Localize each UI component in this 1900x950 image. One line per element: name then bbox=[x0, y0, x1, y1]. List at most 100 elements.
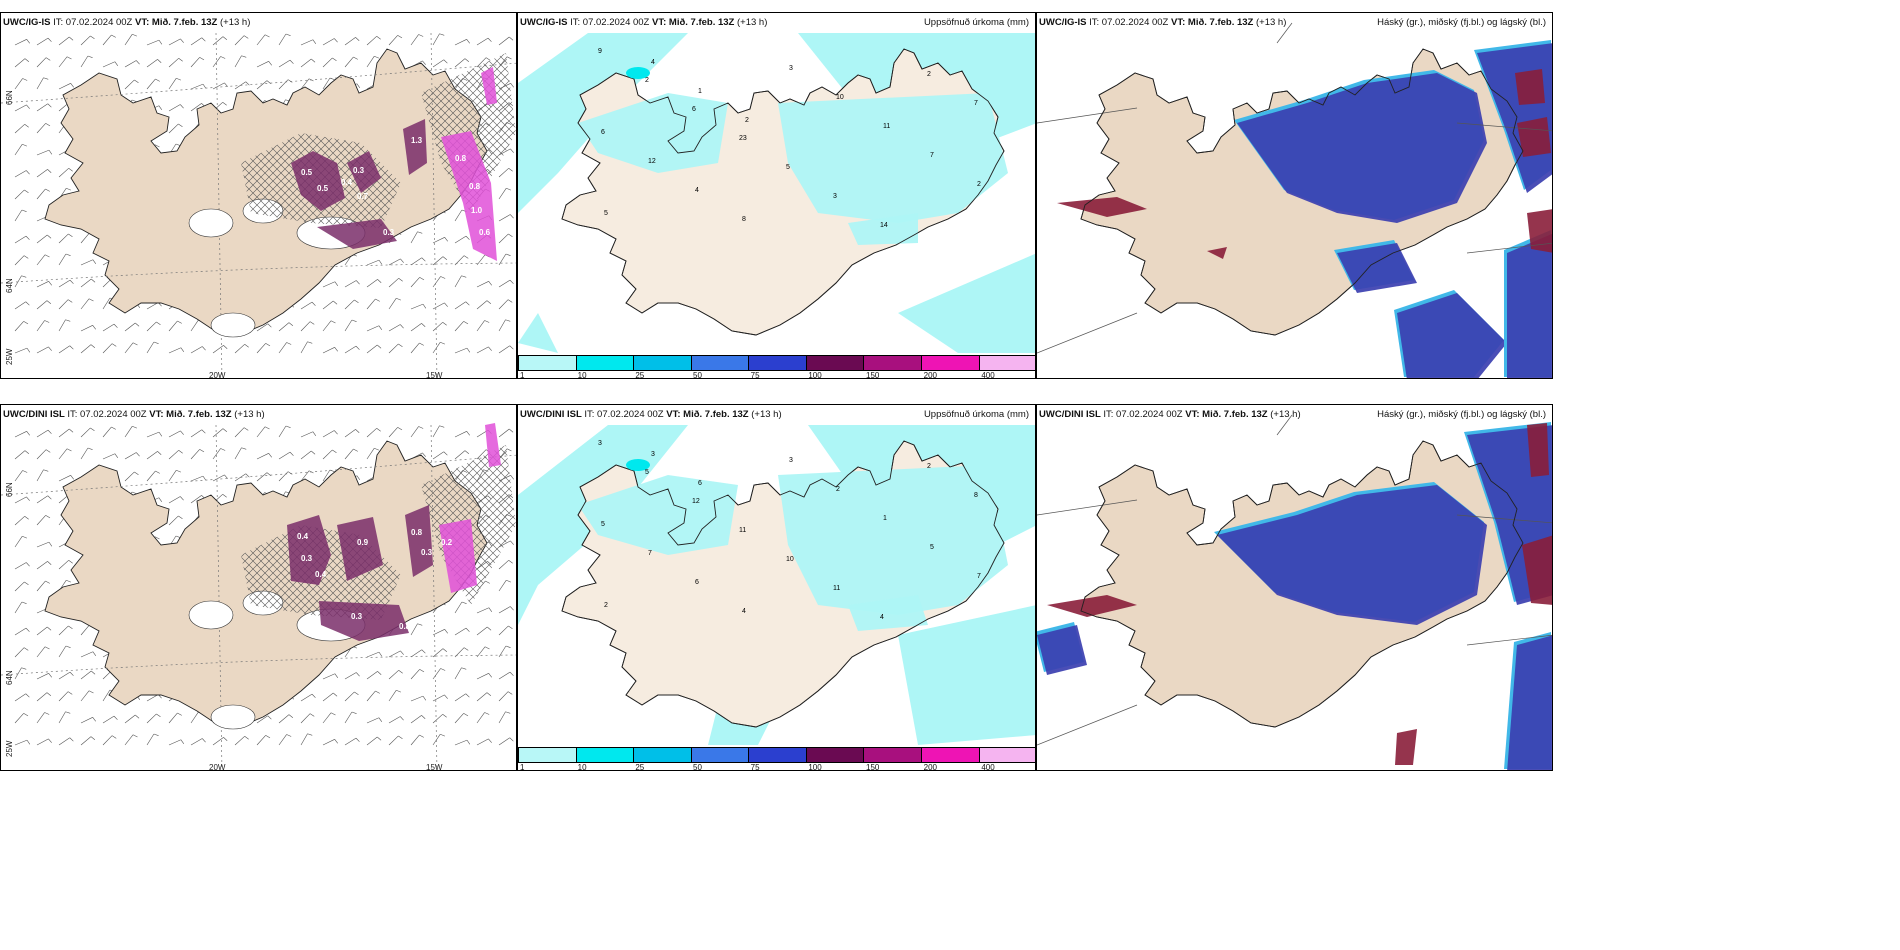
wind-barb bbox=[322, 449, 337, 460]
wind-barb bbox=[14, 255, 29, 266]
wind-barb bbox=[14, 562, 30, 570]
barb-shaft bbox=[388, 324, 401, 332]
wind-barb bbox=[498, 214, 514, 222]
barb-shaft bbox=[14, 124, 25, 134]
barb-flag bbox=[464, 450, 470, 454]
barb-flag bbox=[376, 36, 381, 40]
barb-shaft bbox=[322, 449, 333, 460]
wind-barb bbox=[388, 650, 404, 658]
barb-flag bbox=[26, 104, 30, 109]
wind-barb bbox=[498, 645, 511, 658]
barb-shaft bbox=[344, 299, 355, 310]
barb-shaft bbox=[190, 475, 204, 482]
barb-shaft bbox=[410, 669, 420, 680]
colorbar-tick-label: 50 bbox=[693, 763, 702, 771]
barb-shaft bbox=[58, 299, 69, 310]
barb-shaft bbox=[212, 737, 224, 746]
barb-shaft bbox=[256, 453, 269, 460]
barb-shaft bbox=[498, 737, 510, 746]
barb-flag bbox=[440, 276, 446, 279]
precip-max-spot bbox=[626, 67, 650, 79]
barb-shaft bbox=[168, 712, 178, 724]
barb-shaft bbox=[366, 56, 375, 68]
panel-title: UWC/IG-IS IT: 07.02.2024 00Z VT: Mið. 7.… bbox=[520, 17, 768, 28]
barb-shaft bbox=[36, 515, 46, 526]
ice-cap bbox=[210, 704, 256, 730]
wind-barb bbox=[102, 323, 118, 332]
wind-barb bbox=[410, 277, 425, 288]
barb-flag bbox=[223, 737, 228, 741]
barb-shaft bbox=[36, 188, 46, 200]
wind-barb bbox=[212, 36, 228, 46]
barb-shaft bbox=[14, 667, 22, 680]
barb-shaft bbox=[80, 736, 92, 746]
barb-shaft bbox=[168, 58, 179, 68]
wind-barb bbox=[36, 149, 53, 156]
wind-barb bbox=[388, 689, 402, 702]
barb-flag bbox=[488, 607, 493, 612]
wind-barb bbox=[36, 469, 49, 482]
barb-flag bbox=[45, 188, 50, 192]
wind-barb bbox=[366, 428, 381, 438]
barb-shaft bbox=[410, 323, 422, 332]
barb-shaft bbox=[300, 450, 312, 460]
barb-flag bbox=[378, 651, 383, 657]
wind-barb bbox=[256, 472, 272, 482]
colorbar-swatch bbox=[749, 748, 807, 762]
snow-value-label: 1.3 bbox=[411, 136, 423, 145]
lon-label-20: 20W bbox=[209, 763, 226, 771]
wind-barb bbox=[14, 581, 29, 592]
wind-barb bbox=[498, 279, 514, 288]
barb-shaft bbox=[498, 691, 509, 702]
wind-barb bbox=[190, 449, 205, 460]
barb-shaft bbox=[102, 343, 113, 354]
barb-flag bbox=[442, 648, 448, 652]
field-label: Uppsöfnuð úrkoma (mm) bbox=[923, 409, 1029, 420]
wind-barb bbox=[476, 57, 491, 68]
high-cloud-area bbox=[1527, 423, 1549, 477]
wind-barb bbox=[476, 281, 492, 288]
barb-flag bbox=[48, 281, 52, 286]
wind-barb bbox=[124, 342, 138, 354]
wind-barb bbox=[498, 606, 514, 614]
barb-flag bbox=[70, 475, 74, 480]
barb-shaft bbox=[300, 301, 313, 310]
wind-barb bbox=[14, 496, 30, 504]
wind-barb bbox=[58, 560, 73, 570]
barb-shaft bbox=[476, 692, 488, 702]
barb-flag bbox=[466, 431, 470, 436]
wind-snow-map-top: 0.50.50.40.31.30.81.00.60.80.70.3 bbox=[1, 13, 516, 378]
precip-value-label: 5 bbox=[645, 469, 649, 476]
snow-depth-area bbox=[347, 151, 381, 193]
wind-barb bbox=[344, 56, 358, 68]
barb-shaft bbox=[476, 646, 486, 658]
barb-flag bbox=[202, 83, 207, 89]
barb-shaft bbox=[36, 692, 48, 702]
barb-flag bbox=[26, 431, 30, 436]
barb-shaft bbox=[36, 234, 48, 244]
barb-flag bbox=[334, 739, 338, 744]
barb-flag bbox=[507, 691, 513, 695]
barb-shaft bbox=[410, 303, 424, 310]
barb-flag bbox=[180, 430, 184, 435]
barb-shaft bbox=[278, 714, 290, 724]
wind-barb bbox=[498, 560, 513, 570]
barb-shaft bbox=[80, 298, 90, 310]
barb-flag bbox=[114, 61, 119, 66]
wind-barb bbox=[344, 345, 360, 354]
wind-barb bbox=[476, 646, 490, 658]
barb-flag bbox=[287, 79, 293, 83]
barb-flag bbox=[180, 38, 184, 43]
wind-barb bbox=[58, 279, 74, 288]
barb-flag bbox=[21, 601, 27, 604]
barb-shaft bbox=[454, 693, 466, 702]
barb-flag bbox=[422, 60, 426, 65]
wind-barb bbox=[36, 692, 52, 702]
barb-flag bbox=[201, 429, 206, 434]
precip-value-label: 1 bbox=[883, 515, 887, 522]
barb-shaft bbox=[190, 37, 202, 46]
colorbar-swatch bbox=[576, 748, 635, 762]
barb-shaft bbox=[322, 692, 334, 702]
wind-barb bbox=[454, 321, 469, 332]
snow-value-label: 0.7 bbox=[357, 192, 369, 201]
